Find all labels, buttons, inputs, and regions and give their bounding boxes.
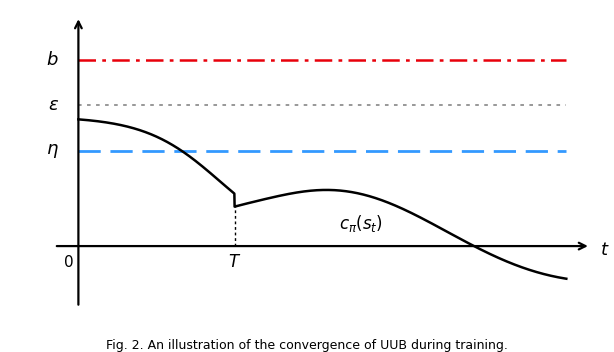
Text: $c_\pi(s_t)$: $c_\pi(s_t)$ xyxy=(340,213,383,234)
Text: $t$: $t$ xyxy=(600,241,610,259)
Text: $T$: $T$ xyxy=(228,253,241,271)
Text: $0$: $0$ xyxy=(63,254,74,270)
Text: $b$: $b$ xyxy=(46,51,59,69)
Text: $\varepsilon$: $\varepsilon$ xyxy=(48,96,59,114)
Text: $\eta$: $\eta$ xyxy=(46,142,59,159)
Text: Fig. 2. An illustration of the convergence of UUB during training.: Fig. 2. An illustration of the convergen… xyxy=(106,339,508,352)
